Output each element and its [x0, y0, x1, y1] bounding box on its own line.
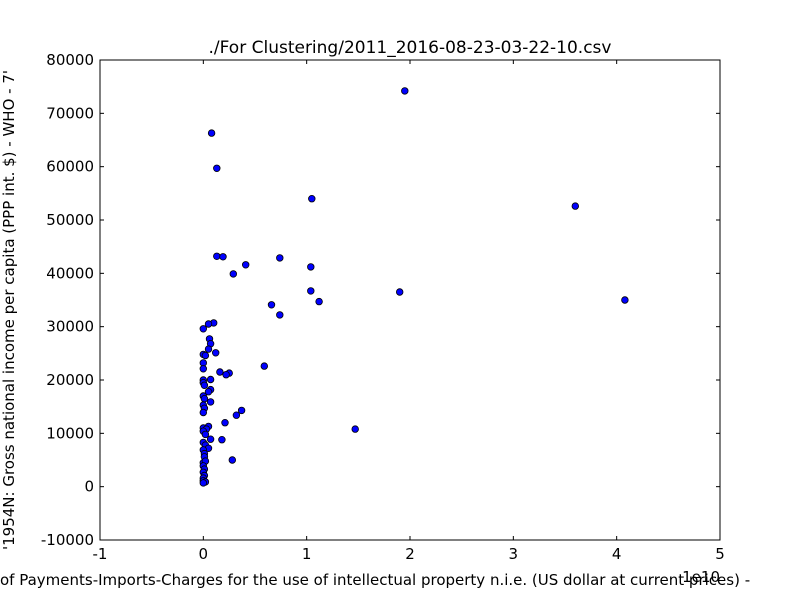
y-tick-label: 30000	[46, 318, 94, 336]
scatter-point	[201, 430, 210, 439]
scatter-point	[221, 419, 229, 427]
scatter-point	[204, 388, 213, 396]
x-tick-label: 3	[509, 545, 519, 563]
scatter-point	[206, 375, 215, 384]
scatter-point	[308, 194, 316, 203]
scatter-point	[206, 398, 215, 406]
x-axis-offset-label: 1e10	[682, 568, 720, 586]
scatter-point	[204, 345, 213, 353]
x-axis-label: of Payments-Imports-Charges for the use …	[0, 571, 750, 589]
x-tick-label: 4	[612, 545, 622, 563]
scatter-point	[621, 296, 629, 304]
scatter-point	[307, 287, 315, 295]
scatter-point	[222, 371, 230, 379]
y-tick-label: 80000	[46, 51, 94, 69]
scatter-point	[199, 365, 207, 373]
scatter-point	[200, 395, 209, 403]
scatter-point	[229, 270, 237, 278]
scatter-point	[219, 253, 227, 261]
scatter-point	[396, 288, 404, 296]
scatter-point	[237, 406, 246, 415]
scatter-point	[351, 425, 359, 433]
scatter-point	[218, 436, 226, 444]
chart-title: ./For Clustering/2011_2016-08-23-03-22-1…	[209, 38, 612, 58]
scatter-point	[199, 325, 207, 333]
scatter-point	[199, 479, 207, 487]
scatter-point	[260, 362, 268, 370]
scatter-points	[199, 87, 629, 487]
scatter-point	[216, 368, 224, 376]
x-tick-label: -1	[93, 545, 108, 563]
x-tick-label: 2	[405, 545, 415, 563]
scatter-point	[571, 202, 579, 210]
scatter-point	[207, 129, 216, 137]
y-tick-label: 70000	[46, 104, 94, 122]
scatter-point	[232, 411, 241, 419]
y-tick-label: 60000	[46, 158, 94, 176]
scatter-point	[276, 254, 284, 262]
y-tick-label: 50000	[46, 211, 94, 229]
x-axis-ticks: -1 0 1 2 3 4 5	[93, 60, 725, 563]
scatter-point	[199, 408, 207, 417]
scatter-point	[213, 252, 221, 260]
scatter-point	[206, 435, 215, 443]
scatter-point	[211, 349, 220, 357]
x-tick-label: 5	[715, 545, 725, 563]
scatter-point	[213, 164, 221, 172]
scatter-point	[201, 351, 210, 360]
scatter-point	[267, 301, 276, 309]
y-tick-label: 40000	[46, 264, 94, 282]
axes-frame	[99, 59, 721, 541]
scatter-point	[241, 261, 250, 269]
scatter-point	[276, 311, 284, 319]
x-tick-label: 0	[199, 545, 209, 563]
scatter-point	[307, 263, 315, 271]
x-tick-label: 1	[302, 545, 312, 563]
scatter-point	[401, 87, 409, 95]
y-tick-label: 10000	[46, 424, 94, 442]
y-axis-ticks: -10000 0 10000 20000 30000 40000 50000 60000 700…	[41, 51, 720, 549]
scatter-point	[228, 456, 236, 464]
y-tick-label: -10000	[41, 531, 94, 549]
y-tick-label: 20000	[46, 371, 94, 389]
y-tick-label: 0	[84, 478, 94, 496]
scatter-point	[315, 297, 323, 306]
scatter-point	[200, 381, 209, 389]
y-axis-label: '1954N: Gross national income per capita…	[0, 70, 18, 550]
scatter-point	[204, 320, 213, 328]
